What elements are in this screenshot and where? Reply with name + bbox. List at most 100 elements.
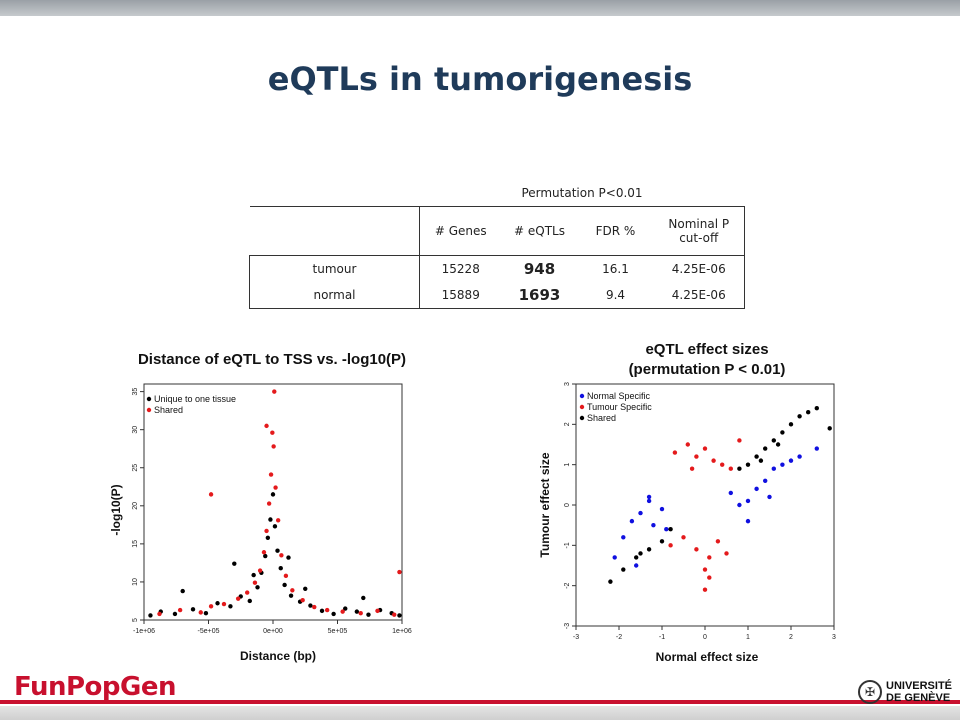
x-tick-label: 0e+00 — [263, 628, 283, 635]
data-point — [664, 527, 669, 532]
data-point — [273, 485, 278, 490]
data-point — [694, 454, 699, 459]
legend-entry: Shared — [154, 405, 183, 415]
header-genes: # Genes — [419, 206, 502, 256]
data-point — [198, 610, 203, 615]
row-label: tumour — [249, 255, 420, 282]
data-point — [272, 524, 278, 529]
university-logo: ✠ UNIVERSITÉ DE GENÈVE — [858, 680, 952, 704]
plot-frame — [143, 383, 403, 621]
y-tick-label: 15 — [132, 540, 139, 548]
data-point — [265, 535, 271, 540]
data-point — [728, 490, 733, 496]
chart-title: Distance of eQTL to TSS vs. -log10(P) — [138, 351, 406, 368]
data-point — [737, 466, 742, 471]
data-point — [814, 406, 819, 411]
chart-subtitle: (permutation P < 0.01) — [629, 361, 786, 378]
data-point — [634, 563, 639, 568]
x-tick-label: 3 — [832, 634, 836, 641]
data-point — [366, 612, 371, 617]
data-point — [737, 502, 742, 508]
data-point — [702, 587, 708, 592]
data-point — [758, 458, 764, 463]
eqtl-table: Permutation P<0.01 # Genes # eQTLs FDR %… — [249, 180, 745, 309]
data-point — [264, 423, 269, 429]
y-axis-label: -log10(P) — [109, 484, 123, 535]
x-tick-label: 0 — [703, 634, 707, 641]
data-point — [638, 510, 643, 516]
data-point — [797, 414, 802, 419]
data-point — [245, 590, 250, 595]
table-caption: Permutation P<0.01 — [521, 186, 643, 200]
data-point — [354, 609, 360, 614]
legend-marker — [579, 415, 585, 421]
data-point — [668, 543, 673, 548]
data-point — [646, 547, 652, 552]
data-point — [268, 472, 274, 477]
y-tick-label: 20 — [132, 502, 139, 510]
data-point — [266, 501, 272, 506]
data-point — [271, 444, 276, 449]
data-point — [788, 422, 794, 427]
x-axis-label: Normal effect size — [656, 650, 759, 664]
data-point — [737, 438, 742, 443]
data-point — [228, 604, 233, 609]
y-tick-label: 1 — [564, 463, 571, 467]
data-point — [275, 548, 280, 553]
data-point — [621, 567, 626, 572]
data-point — [780, 430, 785, 435]
data-point — [724, 551, 729, 556]
data-point — [672, 450, 678, 455]
data-point — [275, 518, 281, 523]
y-tick-label: 25 — [132, 464, 139, 472]
data-point — [283, 573, 289, 579]
data-point — [694, 547, 699, 552]
data-point — [264, 528, 269, 534]
legend-entry: Tumour Specific — [587, 402, 652, 412]
cell-genes: 15889 — [441, 288, 480, 302]
cell-cutoff: 4.25E-06 — [653, 255, 745, 282]
legend-marker — [579, 393, 585, 399]
data-point — [361, 595, 366, 601]
data-point — [685, 442, 690, 447]
data-point — [646, 498, 652, 504]
effect-size-chart: eQTL effect sizes (permutation P < 0.01)… — [538, 341, 836, 664]
data-point — [745, 498, 751, 504]
top-bar — [0, 0, 960, 16]
slide-title: eQTLs in tumorigenesis — [267, 60, 693, 98]
logo-text: FunPopGen — [14, 672, 177, 702]
data-point — [180, 588, 185, 594]
data-point — [608, 579, 613, 584]
data-point — [319, 608, 325, 614]
data-point — [397, 569, 402, 575]
y-tick-label: -3 — [564, 623, 571, 629]
data-point — [668, 527, 673, 532]
data-point — [247, 598, 252, 604]
data-point — [754, 486, 759, 492]
data-point — [290, 588, 295, 593]
data-point — [638, 551, 643, 556]
data-point — [745, 518, 751, 524]
legend-marker — [146, 396, 152, 402]
data-point — [215, 601, 220, 606]
data-point — [257, 568, 263, 573]
data-point — [763, 478, 768, 483]
data-point — [324, 607, 330, 613]
cell-cutoff: 4.25E-06 — [653, 282, 745, 309]
row-label: normal — [249, 282, 420, 309]
data-point — [397, 613, 402, 618]
header-fdr: FDR % — [595, 224, 636, 238]
data-point — [646, 494, 652, 500]
cell-eqtls: 1693 — [518, 286, 561, 304]
data-point — [375, 608, 380, 614]
university-line1: UNIVERSITÉ — [886, 680, 953, 692]
data-point — [282, 582, 287, 588]
chart-title: eQTL effect sizes — [645, 341, 768, 358]
data-point — [702, 567, 708, 572]
data-point — [707, 575, 712, 580]
data-point — [634, 555, 639, 560]
data-point — [232, 561, 237, 566]
y-tick-label: 30 — [132, 426, 139, 434]
data-point — [268, 517, 273, 522]
y-tick-label: 10 — [132, 578, 139, 586]
